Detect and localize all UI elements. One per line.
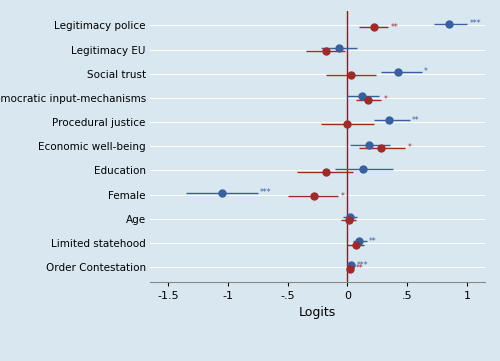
Text: *: *: [424, 68, 428, 77]
Text: **: **: [369, 237, 376, 246]
Text: ***: ***: [470, 19, 481, 28]
Text: ***: ***: [260, 188, 272, 197]
Text: **: **: [356, 264, 364, 273]
Text: *: *: [407, 143, 411, 152]
Text: *: *: [340, 192, 344, 201]
X-axis label: Logits: Logits: [299, 306, 336, 319]
Text: **: **: [412, 116, 420, 125]
Text: ***: ***: [357, 261, 368, 270]
Text: *: *: [384, 95, 387, 104]
Text: **: **: [390, 22, 398, 31]
